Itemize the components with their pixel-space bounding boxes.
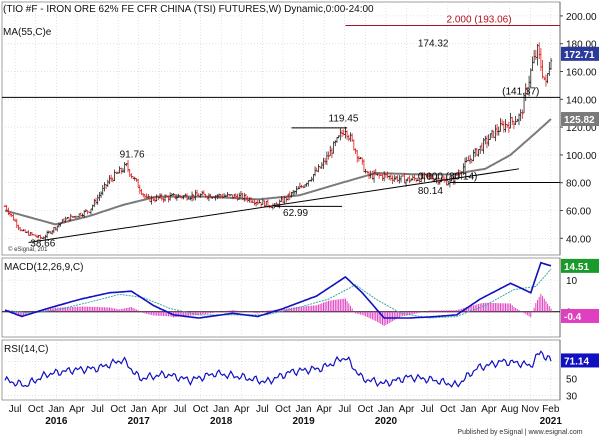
price-tick-label: 80.00 (566, 179, 591, 190)
month-label: Jul (174, 404, 187, 415)
month-label: Jan (48, 404, 64, 415)
month-label: Apr (69, 404, 85, 415)
year-label: 2016 (45, 416, 68, 427)
level-label: (141.37) (502, 86, 539, 97)
month-label: Apr (316, 404, 332, 415)
price-tick-label: 40.00 (566, 234, 591, 245)
rsi-value-label-bg (561, 353, 599, 368)
price-tick-label: 160.00 (566, 68, 597, 79)
chart-subtitle: MA(55,C)e (3, 27, 52, 38)
price-tick-label: 140.00 (566, 95, 597, 106)
month-label: Oct (193, 404, 209, 415)
month-label: Oct (110, 404, 126, 415)
rsi-value-label: 71.14 (564, 356, 589, 367)
month-label: Apr (152, 404, 168, 415)
annotation-label: 119.45 (329, 114, 359, 125)
month-label: Jul (256, 404, 269, 415)
annotation-label: 38.66 (30, 239, 55, 250)
year-label: 2021 (540, 416, 563, 427)
month-label: Oct (440, 404, 456, 415)
month-label: Jan (378, 404, 394, 415)
month-label: Apr (399, 404, 415, 415)
macd-value-label-bg (561, 258, 599, 273)
month-label: Aug (501, 404, 519, 415)
month-label: Oct (358, 404, 374, 415)
level-label: 2.000 (193.06) (447, 15, 512, 26)
macd-tick-label: 10 (566, 276, 578, 287)
watermark: © eSignal, 201 (8, 246, 48, 253)
footer-text: Published by eSignal | www.esignal.com (457, 429, 582, 436)
price-tick-label: 60.00 (566, 207, 591, 218)
month-label: Feb (542, 404, 560, 415)
month-label: Jul (9, 404, 22, 415)
month-label: Jan (296, 404, 312, 415)
rsi-line (4, 350, 552, 388)
month-label: Jan (460, 404, 476, 415)
price-tick-label: 180.00 (566, 40, 597, 51)
annotation-label: 62.99 (283, 208, 308, 219)
year-label: 2019 (292, 416, 315, 427)
macd-value-label: 14.51 (564, 262, 589, 273)
rsi-panel: RSI(14,C) (4, 344, 552, 388)
macd-line (4, 261, 552, 319)
price-tick-label: 100.00 (566, 151, 597, 162)
price-tick-label: 120.00 (566, 123, 597, 134)
ma-value-label-bg (561, 112, 599, 127)
level-label: 0.000 (80.14) (418, 172, 478, 183)
month-label: Oct (28, 404, 44, 415)
chart-title: (TIO #F - IRON ORE 62% FE CFR CHINA (TSI… (3, 4, 374, 15)
axis-layer: 200.00 180.00 160.00 140.00 120.00 100.00 80.0… (9, 12, 599, 427)
macd-panel: MACD(12,26,9,C) (4, 261, 552, 326)
macd-hist-label: -0.4 (564, 312, 582, 323)
ma-value-label: 125.82 (564, 115, 595, 126)
month-label: Jul (421, 404, 434, 415)
month-label: Oct (275, 404, 291, 415)
macd-title: MACD(12,26,9,C) (4, 262, 83, 273)
month-label: Apr (481, 404, 497, 415)
year-label: 2020 (375, 416, 398, 427)
rsi-tick-label: 50 (566, 375, 578, 386)
month-label: Jan (131, 404, 147, 415)
macd-signal-line (4, 268, 552, 319)
price-tick-label: 200.00 (566, 12, 597, 23)
month-label: Jul (338, 404, 351, 415)
year-label: 2018 (210, 416, 233, 427)
rsi-tick-label: 30 (566, 392, 578, 403)
month-label: Apr (234, 404, 250, 415)
trendline-support (28, 168, 520, 243)
month-label: Jan (213, 404, 229, 415)
current-price-label: 172.71 (564, 50, 595, 61)
price-panel: 2.000 (193.06) (141.37) 0.000 (80.14) 91.76… (2, 15, 560, 250)
month-label: Nov (521, 404, 539, 415)
year-label: 2017 (128, 416, 151, 427)
month-label: Jul (91, 404, 104, 415)
annotation-label: 80.14 (418, 186, 443, 197)
rsi-title: RSI(14,C) (4, 344, 48, 355)
macd-hist-label-bg (561, 308, 599, 323)
annotation-label: 174.32 (418, 38, 449, 49)
current-price-label-bg (561, 46, 599, 61)
annotation-label: 91.76 (120, 150, 145, 161)
